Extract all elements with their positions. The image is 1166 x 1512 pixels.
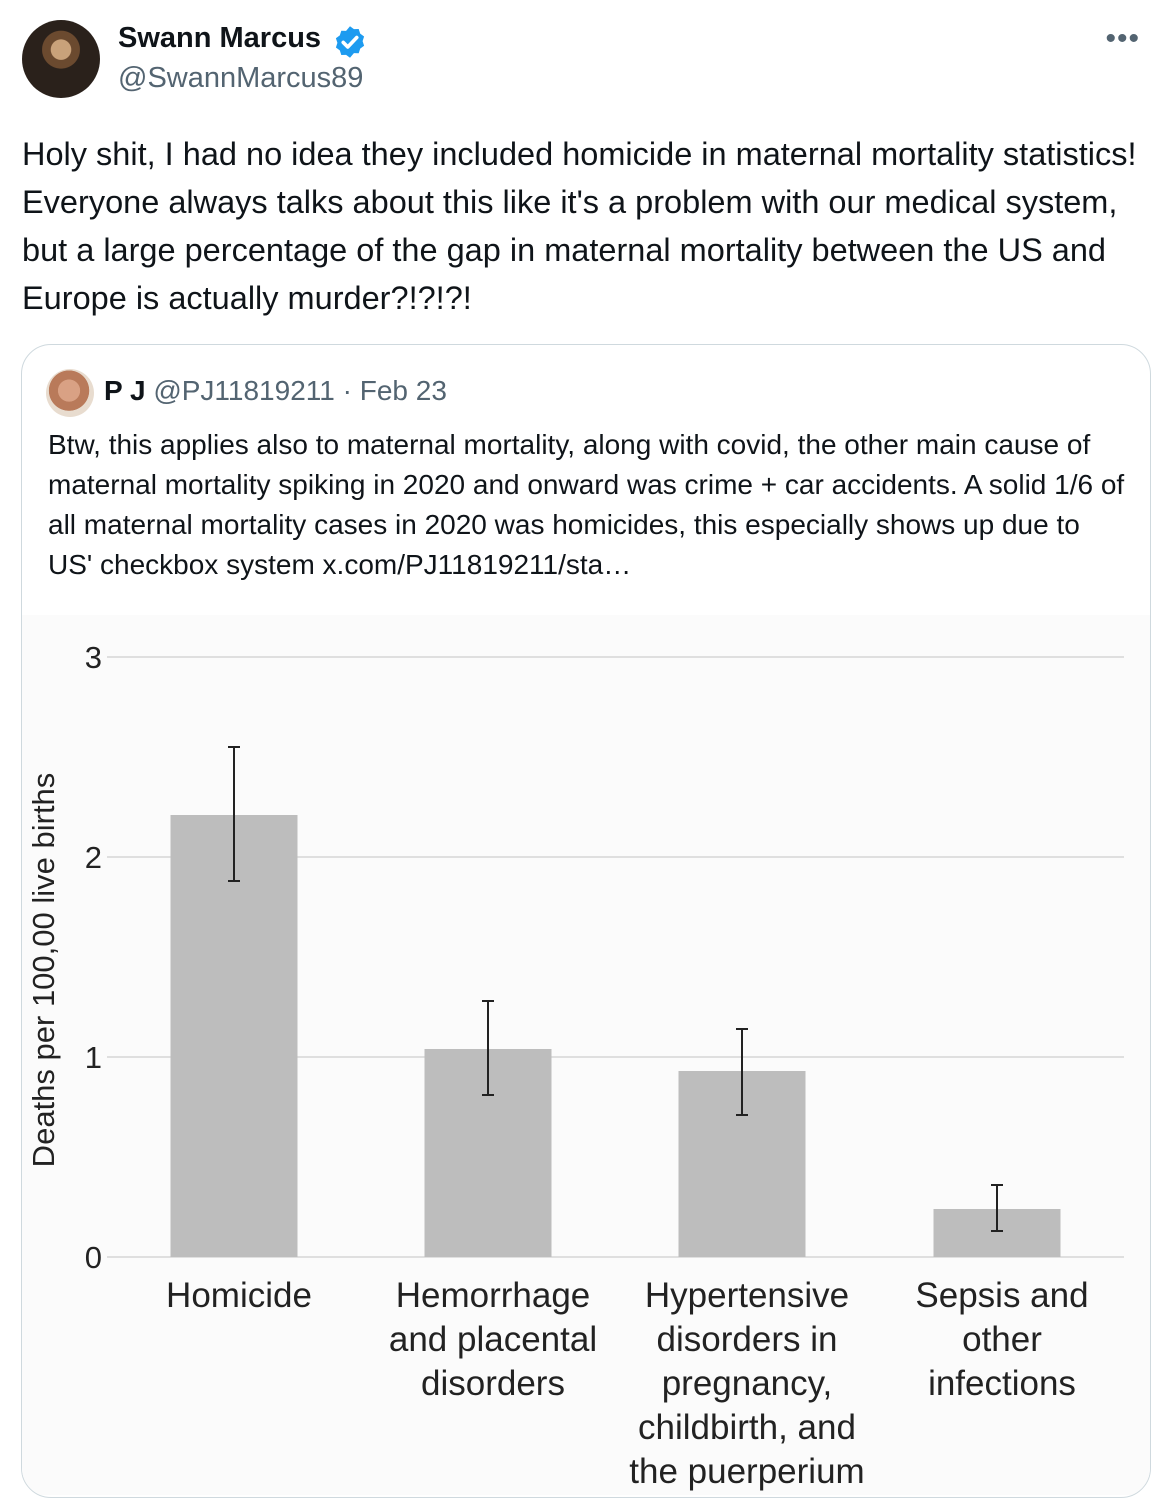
y-tick-label-0: 0 <box>85 1240 102 1275</box>
quoted-date[interactable]: Feb 23 <box>359 375 447 406</box>
tweet-text: Holy shit, I had no idea they included h… <box>22 136 1137 316</box>
y-tick-label-2: 2 <box>85 840 102 875</box>
y-tick-label-1: 1 <box>85 1040 102 1075</box>
author-name[interactable]: Swann Marcus <box>118 22 322 54</box>
x-category-label-2: Hypertensive disorders in pregnancy, childb… <box>629 1276 864 1491</box>
x-category-label-3: Sepsis and other infections <box>915 1276 1088 1403</box>
y-axis-title: Deaths per 100,00 live births <box>26 773 61 1168</box>
bar-chart: 0 1 2 3 Deaths per 100,00 live births Homicid… <box>22 615 1150 1495</box>
quoted-separator: · <box>342 375 352 406</box>
quoted-author-handle[interactable]: @PJ11819211 <box>153 375 335 406</box>
author-avatar[interactable] <box>22 20 100 98</box>
quoted-tweet-card[interactable]: P J @PJ11819211 · Feb 23 Btw, this appli… <box>21 344 1151 1498</box>
y-tick-label-3: 3 <box>85 640 102 675</box>
author-handle[interactable]: @SwannMarcus89 <box>118 62 364 94</box>
quoted-tweet-text: Btw, this applies also to maternal morta… <box>48 429 1125 580</box>
x-category-label-0: Homicide <box>166 1276 312 1315</box>
x-category-label-1: Hemorrhage and placental disorders <box>389 1276 597 1403</box>
verified-badge-icon <box>335 26 365 58</box>
more-options-icon[interactable]: ••• <box>1105 22 1140 55</box>
quoted-author-name[interactable]: P J <box>104 375 146 406</box>
bar-0 <box>170 815 298 1257</box>
quoted-tweet-header: P J @PJ11819211 · Feb 23 <box>104 375 447 407</box>
quoted-author-avatar[interactable] <box>46 369 94 417</box>
